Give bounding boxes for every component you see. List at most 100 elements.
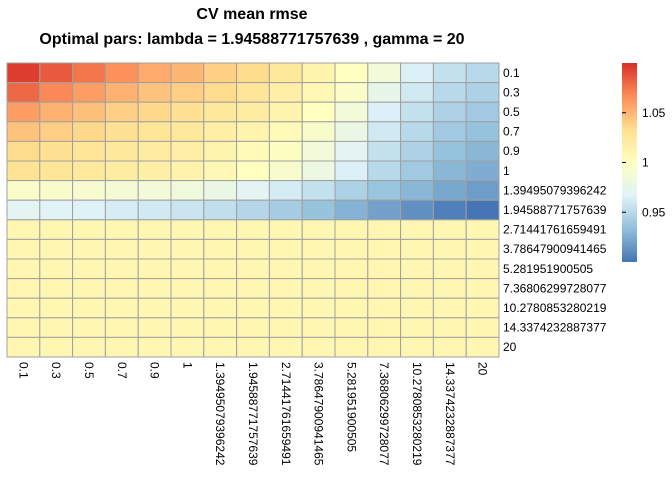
heatmap-cell: [268, 258, 303, 280]
heatmap-cell: [104, 140, 139, 162]
heatmap-cell: [170, 140, 205, 162]
heatmap-cell: [39, 121, 74, 142]
heatmap-cell: [72, 62, 106, 84]
heatmap-cell: [301, 82, 336, 103]
heatmap-cell: [137, 336, 172, 358]
heatmap-cell: [170, 82, 205, 103]
heatmap-cell: [268, 238, 303, 260]
heatmap-cell: [39, 336, 74, 358]
heatmap-cell: [236, 160, 270, 182]
heatmap-cell: [170, 297, 205, 319]
heatmap-cell: [6, 278, 41, 299]
heatmap-cell: [432, 297, 467, 319]
heatmap-cell: [301, 121, 336, 142]
heatmap-cell: [465, 336, 500, 358]
heatmap-cell: [72, 258, 106, 280]
heatmap-cell: [268, 101, 303, 123]
color-legend: 0.95 1 1.05: [622, 63, 666, 262]
heatmap-cell: [301, 219, 336, 240]
column-label: 1: [180, 362, 194, 369]
heatmap-cell: [301, 62, 336, 84]
heatmap-cell: [6, 238, 41, 260]
heatmap-cell: [137, 82, 172, 103]
column-label: 10.2780853280219: [410, 362, 424, 466]
heatmap-cell: [268, 199, 303, 221]
heatmap-cell: [104, 336, 139, 358]
heatmap-cell: [6, 180, 41, 201]
chart-title: CV mean rmse: [196, 6, 308, 23]
heatmap-cell: [236, 336, 270, 358]
heatmap-cell: [137, 258, 172, 280]
heatmap-cell: [104, 238, 139, 260]
heatmap-cell: [400, 140, 434, 162]
heatmap-cell: [432, 317, 467, 338]
heatmap-cell: [465, 297, 500, 319]
heatmap-cell: [72, 121, 106, 142]
row-label: 0.5: [503, 105, 520, 119]
heatmap-cell: [203, 199, 238, 221]
heatmap-cell: [400, 297, 434, 319]
heatmap-cell: [236, 62, 270, 84]
heatmap-cell: [72, 336, 106, 358]
heatmap-cell: [137, 199, 172, 221]
heatmap-cell: [72, 219, 106, 240]
heatmap-cell: [39, 160, 74, 182]
heatmap-cell: [432, 336, 467, 358]
heatmap-cell: [72, 278, 106, 299]
heatmap-cell: [39, 62, 74, 84]
heatmap-cell: [367, 62, 402, 84]
heatmap-cell: [268, 160, 303, 182]
heatmap-cell: [301, 297, 336, 319]
heatmap-cell: [72, 317, 106, 338]
heatmap-cell: [432, 219, 467, 240]
heatmap-cell: [367, 199, 402, 221]
heatmap-cell: [400, 238, 434, 260]
column-label: 2.71441761659491: [279, 362, 293, 466]
heatmap-cell: [170, 121, 205, 142]
heatmap-cell: [334, 258, 369, 280]
row-labels: 0.1 0.3 0.5 0.7 0.9 1 1.39495079396242 1.945887…: [503, 66, 607, 354]
heatmap-cell: [72, 180, 106, 201]
heatmap-cell: [39, 219, 74, 240]
heatmap-cell: [465, 140, 500, 162]
heatmap-cell: [39, 180, 74, 201]
heatmap-cell: [236, 297, 270, 319]
heatmap-cell: [301, 258, 336, 280]
heatmap-cell: [400, 317, 434, 338]
heatmap-cell: [268, 121, 303, 142]
heatmap-cell: [465, 101, 500, 123]
heatmap-cell: [268, 297, 303, 319]
heatmap-cell: [137, 121, 172, 142]
heatmap-cell: [236, 199, 270, 221]
heatmap-cell: [137, 101, 172, 123]
heatmap-cell: [39, 278, 74, 299]
heatmap-cell: [301, 278, 336, 299]
heatmap-cell: [170, 199, 205, 221]
heatmap-cell: [104, 62, 139, 84]
column-label: 0.5: [82, 362, 96, 379]
heatmap-cell: [236, 180, 270, 201]
heatmap-cell: [6, 82, 41, 103]
heatmap-cell: [236, 121, 270, 142]
heatmap-cell: [170, 101, 205, 123]
heatmap-cell: [400, 62, 434, 84]
heatmap-cell: [203, 219, 238, 240]
heatmap-cell: [236, 317, 270, 338]
legend-tick-label: 1: [642, 156, 649, 170]
heatmap-cell: [6, 219, 41, 240]
column-label: 3.78647900941465: [312, 362, 326, 466]
row-label: 1.94588771757639: [503, 203, 607, 217]
heatmap-cell: [465, 219, 500, 240]
heatmap-cell: [367, 336, 402, 358]
heatmap-cell: [465, 238, 500, 260]
heatmap-cell: [236, 101, 270, 123]
heatmap-cell: [334, 238, 369, 260]
heatmap-cell: [268, 336, 303, 358]
heatmap-cell: [334, 336, 369, 358]
heatmap-cell: [465, 160, 500, 182]
heatmap-cell: [465, 278, 500, 299]
column-label: 1.94588771757639: [246, 362, 260, 466]
row-label: 14.3374232887377: [503, 321, 607, 335]
column-label: 0.9: [148, 362, 162, 379]
heatmap-cell: [104, 297, 139, 319]
